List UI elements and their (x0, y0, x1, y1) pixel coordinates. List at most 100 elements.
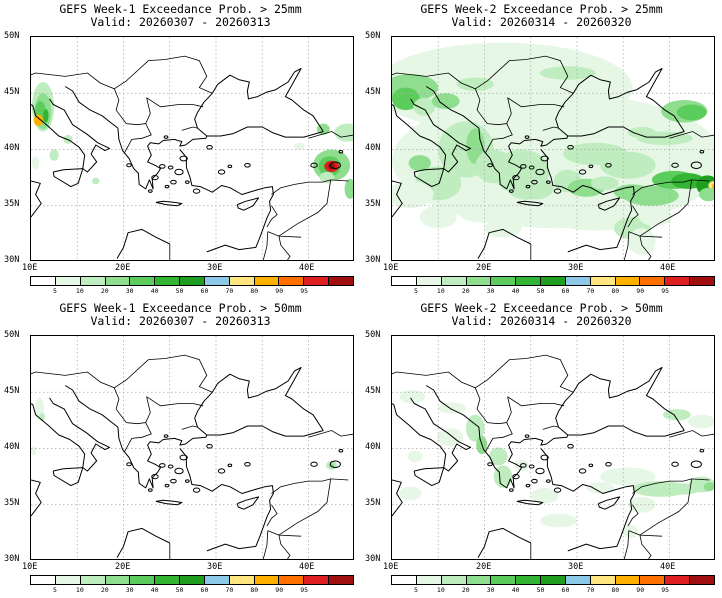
colorbar-swatch (590, 576, 616, 584)
island (147, 488, 153, 492)
island (170, 478, 177, 484)
island (528, 464, 535, 469)
precip-area (530, 487, 559, 504)
colorbar-swatch (640, 277, 666, 285)
island (553, 188, 562, 194)
coastline (392, 180, 403, 218)
island (184, 479, 190, 483)
lat-label: 50N (365, 31, 381, 41)
border (623, 530, 630, 559)
precip-area (688, 414, 714, 429)
lat-label: 50N (365, 330, 381, 340)
precip-area (540, 66, 596, 80)
border (506, 396, 512, 423)
colorbar-swatch (55, 277, 81, 285)
lake (605, 162, 612, 168)
coastline (116, 527, 171, 558)
lon-label: 20E (115, 263, 131, 273)
colorbar-swatch (466, 277, 492, 285)
border (278, 478, 332, 536)
country-borders (31, 55, 353, 260)
colorbar-swatch (516, 277, 542, 285)
precip-area (344, 178, 353, 199)
border (623, 231, 630, 260)
border (392, 60, 510, 90)
lon-label: 40E (299, 562, 315, 572)
colorbar-tick-label: 70 (586, 586, 595, 594)
colorbar-tick-label: 95 (661, 287, 670, 295)
lat-label: 45N (365, 87, 381, 97)
coastline (516, 499, 544, 506)
lake (578, 169, 587, 175)
coastline (155, 499, 183, 506)
border (509, 55, 574, 94)
colorbar-swatch (392, 576, 417, 584)
map-svg (392, 37, 714, 260)
island (540, 155, 549, 162)
island (512, 175, 520, 181)
precip-area (638, 208, 673, 226)
lat-label: 30N (365, 554, 381, 564)
border (113, 387, 152, 453)
coastlines (31, 367, 344, 558)
graticule (31, 37, 353, 260)
border (146, 97, 204, 108)
lake (690, 161, 702, 170)
precip-area (514, 459, 529, 471)
lat-label: 50N (4, 330, 20, 340)
lake (227, 463, 233, 468)
colorbar-tick-label: 20 (461, 287, 470, 295)
colorbar-tick-label: 20 (100, 287, 109, 295)
colorbar-tick-label: 50 (175, 287, 184, 295)
map-svg (31, 37, 353, 260)
colorbar-swatch (130, 277, 156, 285)
colorbar-tick-label: 60 (561, 287, 570, 295)
lake (338, 150, 344, 154)
coastline (206, 425, 324, 437)
colorbar-tick-label: 10 (75, 586, 84, 594)
border (145, 396, 151, 423)
island (159, 164, 166, 169)
lat-label: 30N (365, 255, 381, 265)
island (126, 462, 132, 467)
coastline (477, 228, 532, 259)
colorbar-tick-label: 30 (486, 287, 495, 295)
border (669, 131, 714, 139)
colorbar-tick-label: 50 (536, 287, 545, 295)
colorbar (391, 575, 715, 585)
panel-title: GEFS Week-2 Exceedance Prob. > 25mm (420, 2, 663, 16)
colorbar-swatch (392, 277, 417, 285)
border (267, 530, 302, 537)
colorbar-swatch (279, 277, 305, 285)
island (179, 155, 188, 162)
map-area (391, 335, 715, 560)
colorbar-tick-label: 95 (300, 586, 309, 594)
island (567, 443, 574, 449)
coastline (540, 149, 635, 253)
lat-label: 50N (4, 31, 20, 41)
island (487, 163, 493, 168)
island (545, 479, 551, 483)
colorbar-tick-label: 5 (52, 287, 57, 295)
border (639, 478, 693, 536)
colorbar-swatch (55, 576, 81, 584)
lon-label: 30E (568, 562, 584, 572)
precip-area (623, 185, 679, 206)
coastline (31, 397, 111, 472)
precip-area (590, 176, 619, 190)
colorbar-swatch (204, 576, 230, 584)
colorbar-swatch (590, 277, 616, 285)
colorbar-tick-label: 80 (250, 586, 259, 594)
island (147, 189, 153, 193)
colorbar-swatch (130, 576, 156, 584)
map-area (391, 36, 715, 261)
border (627, 504, 639, 527)
island (525, 483, 531, 488)
panel-title: GEFS Week-1 Exceedance Prob. > 50mm (59, 301, 302, 315)
panel-week1-25mm: GEFS Week-1 Exceedance Prob. > 25mm Vali… (0, 0, 361, 299)
precip-area (33, 114, 44, 126)
lake (588, 164, 594, 169)
colorbar-tick-label: 90 (275, 287, 284, 295)
lon-label: 30E (207, 562, 223, 572)
colorbar-swatch (80, 576, 106, 584)
